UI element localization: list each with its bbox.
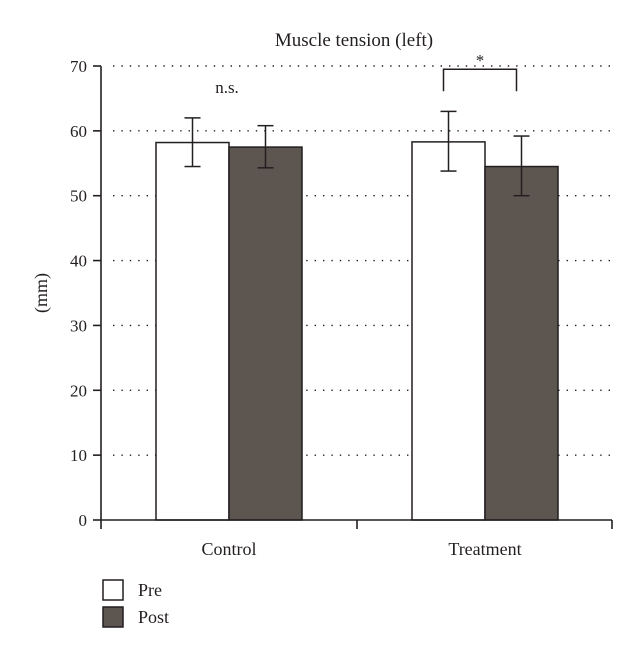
legend-label-post: Post bbox=[138, 607, 169, 627]
significance-label-ns: n.s. bbox=[215, 78, 239, 97]
significance-annotations: n.s. * bbox=[215, 51, 518, 97]
chart-title: Muscle tension (left) bbox=[275, 30, 433, 51]
y-tick-label-10: 10 bbox=[70, 446, 87, 465]
significance-bracket bbox=[442, 68, 518, 92]
legend-item-post: Post bbox=[102, 606, 169, 628]
error-bar-pre-control bbox=[184, 117, 201, 168]
error-bar-post-control bbox=[257, 124, 274, 169]
y-tick-label-70: 70 bbox=[70, 57, 87, 76]
y-tick-label-50: 50 bbox=[70, 187, 87, 206]
legend-swatch-pre bbox=[102, 579, 124, 601]
y-tick-label-60: 60 bbox=[70, 122, 87, 141]
bars bbox=[155, 110, 559, 521]
x-category-label-treatment: Treatment bbox=[448, 539, 521, 559]
y-tick-labels: 0 10 20 30 40 50 60 70 bbox=[70, 57, 87, 530]
y-tick-label-20: 20 bbox=[70, 381, 87, 400]
legend-swatch-post bbox=[102, 606, 124, 628]
y-tick-label-40: 40 bbox=[70, 252, 87, 271]
legend-label-pre: Pre bbox=[138, 580, 162, 600]
significance-marker: * bbox=[476, 51, 485, 70]
y-tick-label-30: 30 bbox=[70, 316, 87, 335]
x-category-labels: Control Treatment bbox=[201, 539, 521, 559]
y-axis-label: (mm) bbox=[31, 273, 52, 313]
bar-pre-treatment bbox=[411, 141, 486, 521]
bar-post-treatment bbox=[484, 165, 559, 521]
error-bar-pre-treatment bbox=[440, 110, 457, 172]
bar-pre-control bbox=[155, 141, 230, 521]
y-tick-label-0: 0 bbox=[79, 511, 88, 530]
bar-post-control bbox=[228, 146, 303, 521]
error-bar-post-treatment bbox=[513, 135, 530, 197]
legend: Pre Post bbox=[102, 579, 169, 628]
legend-item-pre: Pre bbox=[102, 579, 162, 601]
x-category-label-control: Control bbox=[201, 539, 256, 559]
axes bbox=[93, 65, 613, 529]
